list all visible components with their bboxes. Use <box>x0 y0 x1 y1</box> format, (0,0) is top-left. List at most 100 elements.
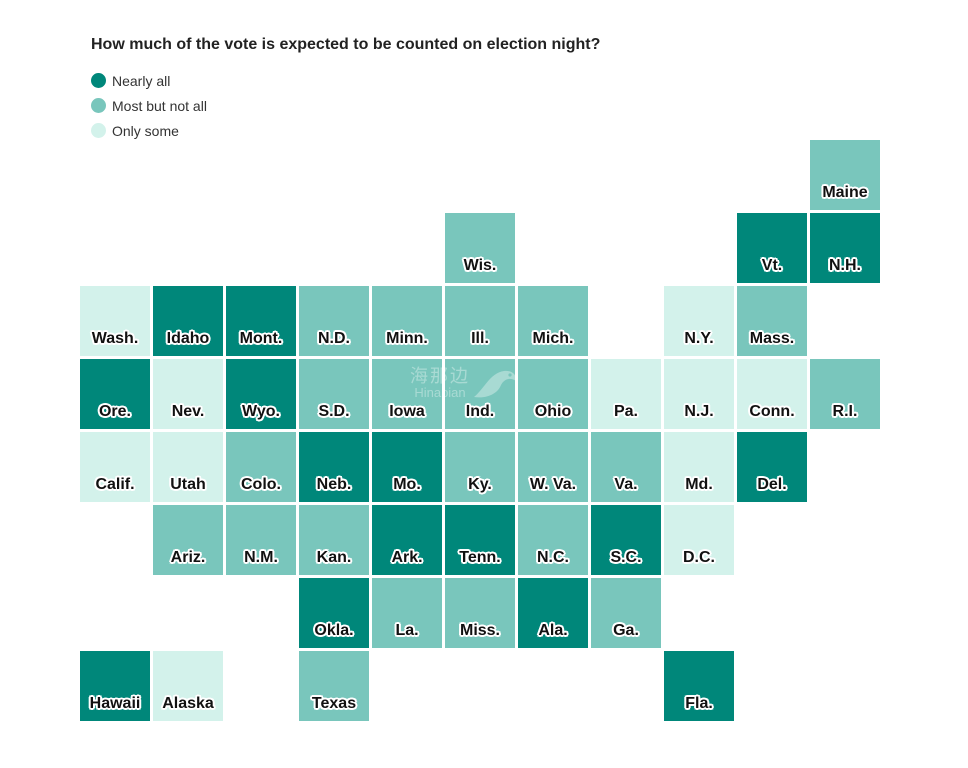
state-label-wyo: Wyo. <box>242 403 280 420</box>
state-label-utah: Utah <box>170 476 206 493</box>
state-tile-neb[interactable]: Neb. <box>299 432 369 502</box>
state-label-tenn: Tenn. <box>459 549 501 566</box>
state-label-vt: Vt. <box>761 257 783 274</box>
state-tile-minn[interactable]: Minn. <box>372 286 442 356</box>
state-label-texas: Texas <box>311 695 357 712</box>
state-tile-colo[interactable]: Colo. <box>226 432 296 502</box>
state-tile-n-d[interactable]: N.D. <box>299 286 369 356</box>
state-tile-d-c[interactable]: D.C. <box>664 505 734 575</box>
state-tile-fla[interactable]: Fla. <box>664 651 734 721</box>
state-label-okla: Okla. <box>314 622 354 639</box>
legend-label-nearly-all: Nearly all <box>112 72 171 89</box>
state-label-colo: Colo. <box>241 476 281 493</box>
state-tile-kan[interactable]: Kan. <box>299 505 369 575</box>
state-tile-n-h[interactable]: N.H. <box>810 213 880 283</box>
state-label-md: Md. <box>685 476 713 493</box>
legend-swatch-most <box>91 98 106 113</box>
state-tile-iowa[interactable]: Iowa <box>372 359 442 429</box>
state-tile-mich[interactable]: Mich. <box>518 286 588 356</box>
state-tile-pa[interactable]: Pa. <box>591 359 661 429</box>
state-tile-s-d[interactable]: S.D. <box>299 359 369 429</box>
state-tile-s-c[interactable]: S.C. <box>591 505 661 575</box>
legend-item-most: Most but not all <box>91 93 207 118</box>
state-tile-ore[interactable]: Ore. <box>80 359 150 429</box>
state-label-va: Va. <box>614 476 638 493</box>
state-label-del: Del. <box>757 476 787 493</box>
legend-item-only-some: Only some <box>91 118 207 143</box>
state-label-n-y: N.Y. <box>684 330 714 347</box>
state-tile-n-y[interactable]: N.Y. <box>664 286 734 356</box>
state-tile-w-va[interactable]: W. Va. <box>518 432 588 502</box>
state-label-n-h: N.H. <box>829 257 861 274</box>
state-label-alaska: Alaska <box>162 695 214 712</box>
state-tile-alaska[interactable]: Alaska <box>153 651 223 721</box>
state-tile-hawaii[interactable]: Hawaii <box>80 651 150 721</box>
state-label-calif: Calif. <box>95 476 135 493</box>
state-label-ky: Ky. <box>468 476 492 493</box>
state-tile-tenn[interactable]: Tenn. <box>445 505 515 575</box>
state-label-mass: Mass. <box>749 330 795 347</box>
state-tile-utah[interactable]: Utah <box>153 432 223 502</box>
state-tile-nev[interactable]: Nev. <box>153 359 223 429</box>
state-tile-la[interactable]: La. <box>372 578 442 648</box>
state-label-wis: Wis. <box>463 257 497 274</box>
legend-label-most: Most but not all <box>112 97 207 114</box>
state-tile-mass[interactable]: Mass. <box>737 286 807 356</box>
state-tile-md[interactable]: Md. <box>664 432 734 502</box>
state-label-idaho: Idaho <box>166 330 210 347</box>
state-label-ala: Ala. <box>538 622 568 639</box>
state-tile-texas[interactable]: Texas <box>299 651 369 721</box>
state-tile-ill[interactable]: Ill. <box>445 286 515 356</box>
state-tile-ohio[interactable]: Ohio <box>518 359 588 429</box>
state-tile-okla[interactable]: Okla. <box>299 578 369 648</box>
state-label-ill: Ill. <box>471 330 489 347</box>
state-tile-mo[interactable]: Mo. <box>372 432 442 502</box>
state-tile-ark[interactable]: Ark. <box>372 505 442 575</box>
state-tile-n-m[interactable]: N.M. <box>226 505 296 575</box>
state-tile-ala[interactable]: Ala. <box>518 578 588 648</box>
state-label-ga: Ga. <box>613 622 639 639</box>
state-tile-ga[interactable]: Ga. <box>591 578 661 648</box>
legend-swatch-only-some <box>91 123 106 138</box>
state-label-pa: Pa. <box>613 403 638 420</box>
state-label-ark: Ark. <box>391 549 423 566</box>
state-tile-ind[interactable]: Ind. <box>445 359 515 429</box>
state-label-ariz: Ariz. <box>170 549 206 566</box>
state-label-minn: Minn. <box>386 330 428 347</box>
state-label-ind: Ind. <box>465 403 495 420</box>
state-label-ore: Ore. <box>98 403 131 420</box>
legend-swatch-nearly-all <box>91 73 106 88</box>
state-tile-vt[interactable]: Vt. <box>737 213 807 283</box>
state-tile-del[interactable]: Del. <box>737 432 807 502</box>
state-label-la: La. <box>395 622 419 639</box>
state-tile-idaho[interactable]: Idaho <box>153 286 223 356</box>
state-tile-maine[interactable]: Maine <box>810 140 880 210</box>
state-label-r-i: R.I. <box>832 403 858 420</box>
state-label-s-c: S.C. <box>610 549 642 566</box>
state-tile-mont[interactable]: Mont. <box>226 286 296 356</box>
state-label-fla: Fla. <box>685 695 713 712</box>
state-tile-calif[interactable]: Calif. <box>80 432 150 502</box>
state-label-wash: Wash. <box>91 330 139 347</box>
state-tile-va[interactable]: Va. <box>591 432 661 502</box>
state-tile-wyo[interactable]: Wyo. <box>226 359 296 429</box>
legend-label-only-some: Only some <box>112 122 179 139</box>
state-label-w-va: W. Va. <box>529 476 577 493</box>
state-tile-r-i[interactable]: R.I. <box>810 359 880 429</box>
state-label-ohio: Ohio <box>534 403 572 420</box>
state-tile-n-j[interactable]: N.J. <box>664 359 734 429</box>
state-label-kan: Kan. <box>316 549 352 566</box>
state-tile-ky[interactable]: Ky. <box>445 432 515 502</box>
state-tile-ariz[interactable]: Ariz. <box>153 505 223 575</box>
state-tile-wash[interactable]: Wash. <box>80 286 150 356</box>
state-label-nev: Nev. <box>171 403 205 420</box>
state-label-mich: Mich. <box>532 330 574 347</box>
state-tile-wis[interactable]: Wis. <box>445 213 515 283</box>
state-tile-n-c[interactable]: N.C. <box>518 505 588 575</box>
legend: Nearly all Most but not all Only some <box>91 68 207 143</box>
state-tile-conn[interactable]: Conn. <box>737 359 807 429</box>
state-label-conn: Conn. <box>749 403 795 420</box>
state-tile-miss[interactable]: Miss. <box>445 578 515 648</box>
state-label-n-m: N.M. <box>244 549 278 566</box>
